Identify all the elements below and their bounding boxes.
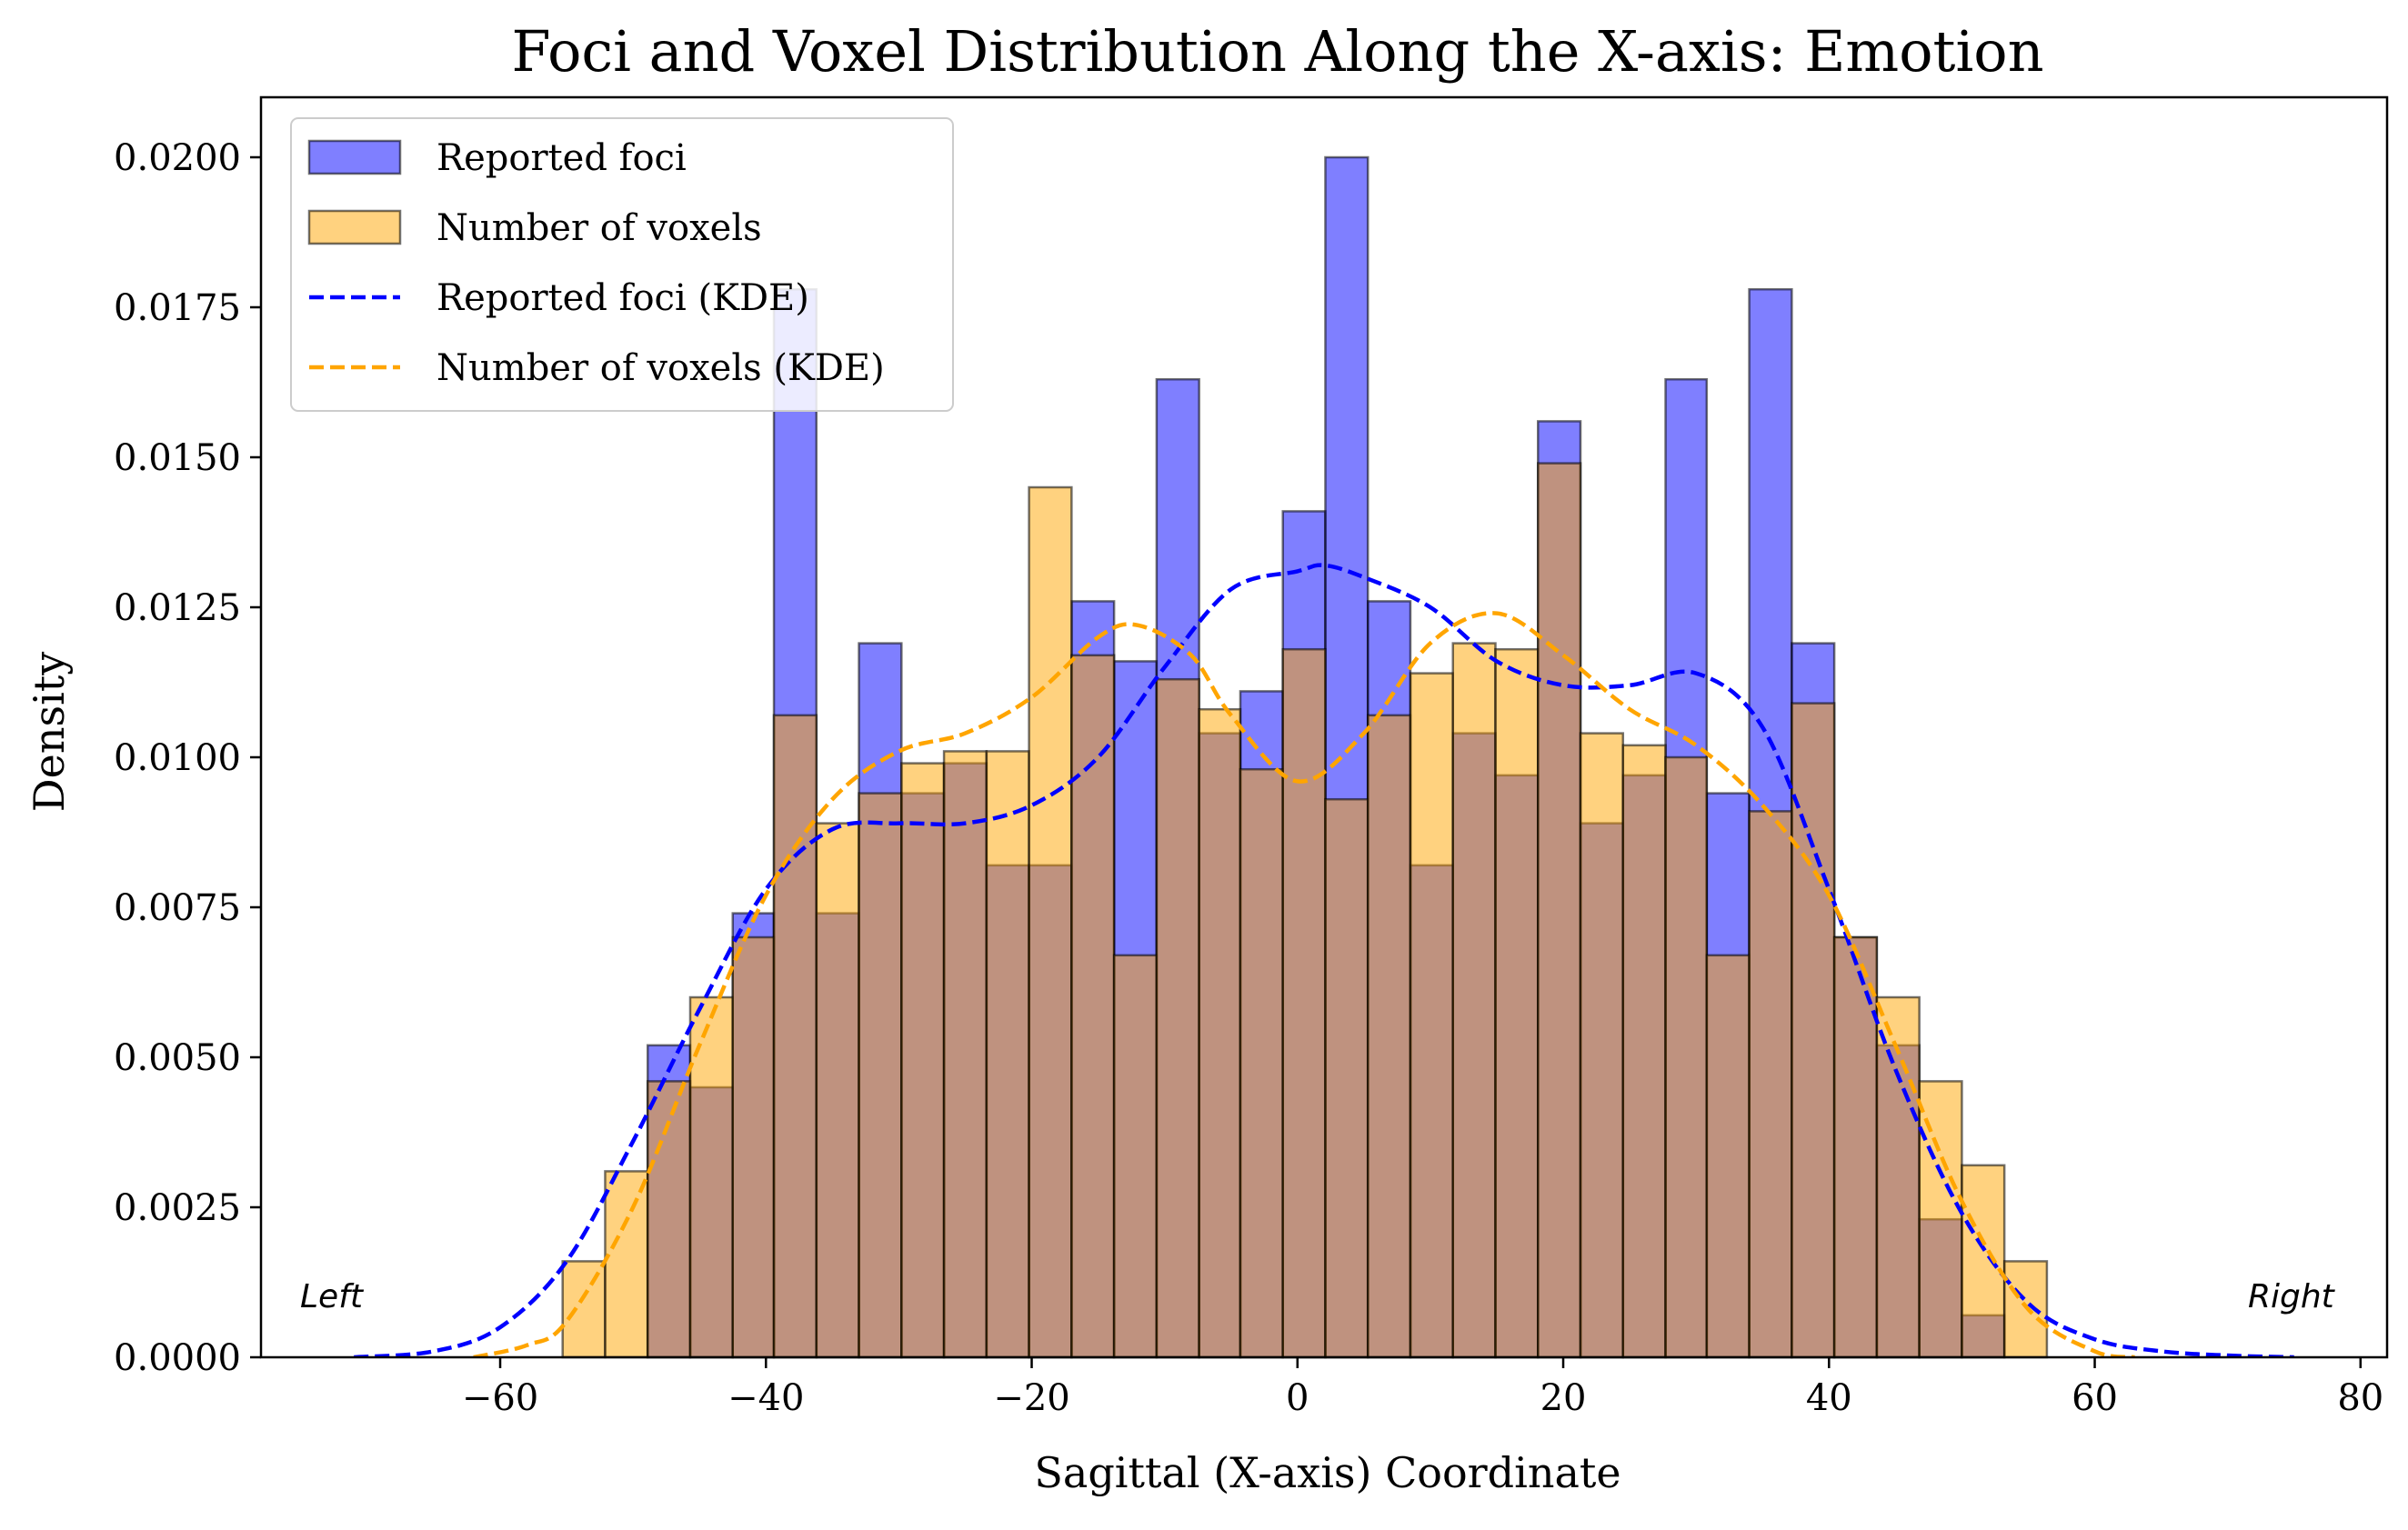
voxels-bar-9 bbox=[942, 750, 988, 1359]
x-tick-label: 40 bbox=[1806, 1377, 1852, 1419]
voxels-bar-12 bbox=[1070, 654, 1116, 1359]
right-annotation: Right bbox=[2248, 1278, 2336, 1315]
voxels-bar-1 bbox=[604, 1170, 649, 1359]
y-tick-label: 0.0175 bbox=[114, 287, 241, 329]
voxels-bar-24 bbox=[1579, 732, 1625, 1359]
legend-label: Number of voxels (KDE) bbox=[436, 347, 885, 389]
y-tick-label: 0.0025 bbox=[114, 1187, 241, 1229]
legend-label: Reported foci bbox=[436, 137, 687, 179]
kde-lines bbox=[354, 563, 2294, 1357]
voxels-bar-23 bbox=[1537, 462, 1582, 1359]
voxels-bar-27 bbox=[1705, 954, 1751, 1359]
y-tick-label: 0.0075 bbox=[114, 887, 241, 929]
voxels-bar-18 bbox=[1324, 797, 1370, 1359]
voxels-bar-22 bbox=[1494, 647, 1540, 1359]
y-tick-label: 0.0050 bbox=[114, 1037, 241, 1079]
voxels-bar-6 bbox=[815, 822, 860, 1359]
x-tick-label: 60 bbox=[2072, 1377, 2118, 1419]
y-tick-label: 0.0000 bbox=[114, 1337, 241, 1379]
voxels-bar-13 bbox=[1112, 954, 1159, 1359]
legend: Reported foci Number of voxels Reported fo… bbox=[290, 117, 954, 412]
x-axis: −60 −40 −20 0 20 40 60 80 bbox=[462, 1357, 2383, 1419]
voxels-bar-33 bbox=[1961, 1164, 2006, 1359]
voxels-bar-8 bbox=[900, 762, 946, 1359]
voxels-bar-31 bbox=[1875, 995, 1921, 1359]
voxels-bar-25 bbox=[1621, 744, 1667, 1359]
voxels-bar-4 bbox=[731, 935, 776, 1359]
chart-title: Foci and Voxel Distribution Along the X-… bbox=[511, 18, 2043, 85]
voxels-bar-14 bbox=[1155, 677, 1200, 1359]
x-axis-label: Sagittal (X-axis) Coordinate bbox=[1034, 1448, 1620, 1497]
voxels-bar-17 bbox=[1281, 647, 1327, 1359]
x-tick-label: −20 bbox=[993, 1377, 1069, 1419]
foci-kde-line bbox=[354, 563, 2294, 1357]
voxels-bar-28 bbox=[1748, 810, 1793, 1359]
voxels-bar-10 bbox=[985, 750, 1030, 1359]
x-tick-label: 80 bbox=[2337, 1377, 2383, 1419]
legend-swatch bbox=[307, 209, 402, 245]
left-annotation: Left bbox=[300, 1278, 365, 1315]
y-tick-label: 0.0200 bbox=[114, 137, 241, 179]
y-tick-label: 0.0150 bbox=[114, 437, 241, 479]
voxels-bar-19 bbox=[1366, 714, 1412, 1359]
legend-label: Reported foci (KDE) bbox=[436, 277, 809, 319]
voxels-bar-21 bbox=[1451, 642, 1497, 1359]
x-tick-label: 20 bbox=[1540, 1377, 1587, 1419]
y-axis-label: Density bbox=[25, 652, 74, 813]
y-tick-label: 0.0125 bbox=[114, 587, 241, 629]
legend-swatch bbox=[307, 139, 402, 175]
x-tick-label: −40 bbox=[727, 1377, 804, 1419]
voxels-bar-7 bbox=[858, 792, 903, 1359]
y-axis: 0.0000 0.0025 0.0050 0.0075 0.0100 0.0125 0.01… bbox=[114, 137, 261, 1379]
voxels-bar-11 bbox=[1028, 485, 1073, 1359]
voxels-bar-5 bbox=[772, 714, 818, 1359]
legend-label: Number of voxels bbox=[436, 207, 762, 249]
plot-frame bbox=[259, 95, 2389, 1359]
x-tick-label: −60 bbox=[462, 1377, 538, 1419]
voxels-bar-15 bbox=[1198, 707, 1242, 1359]
voxels-kde-line bbox=[473, 611, 2135, 1357]
legend-box bbox=[290, 117, 954, 412]
voxels-bar-26 bbox=[1664, 755, 1709, 1359]
voxels-bar-3 bbox=[688, 995, 734, 1359]
voxels-bar-20 bbox=[1409, 672, 1454, 1359]
voxels-bar-16 bbox=[1239, 767, 1284, 1359]
y-tick-label: 0.0100 bbox=[114, 737, 241, 779]
x-tick-label: 0 bbox=[1286, 1377, 1309, 1419]
